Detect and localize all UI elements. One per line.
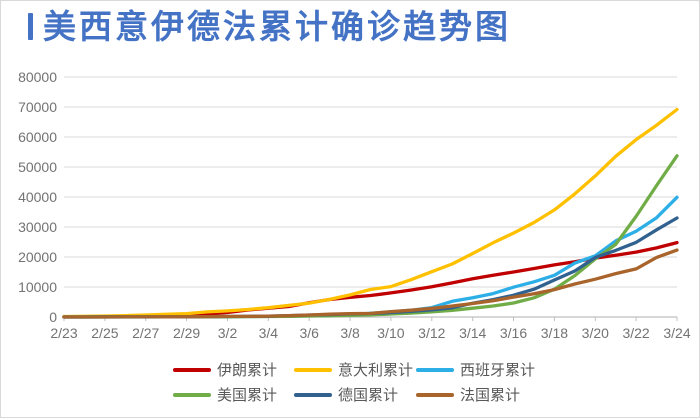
x-axis-label: 3/4 <box>259 325 279 341</box>
x-axis-label: 3/2 <box>218 325 238 341</box>
x-axis-label: 3/6 <box>299 325 319 341</box>
title-marker-bar-icon <box>28 13 33 40</box>
legend-swatch-usa <box>173 393 211 397</box>
legend-label: 意大利累计 <box>338 361 414 379</box>
legend-swatch-spain <box>416 368 454 372</box>
series-line-iran <box>62 240 679 319</box>
page-title: 美西意伊德法累计确诊趋势图 <box>28 10 511 43</box>
x-axis-label: 2/25 <box>91 325 118 341</box>
x-axis-label: 3/12 <box>418 325 445 341</box>
x-axis-label: 2/29 <box>173 325 200 341</box>
legend-swatch-italy <box>294 368 332 372</box>
y-axis-label: 10000 <box>18 279 57 295</box>
x-axis-label: 3/10 <box>377 325 404 341</box>
series-line-italy <box>62 107 679 319</box>
legend-swatch-germany <box>294 393 332 397</box>
legend-item-germany: 德国累计 <box>294 386 416 404</box>
legend-item-france: 法国累计 <box>416 386 535 404</box>
x-axis-label: 3/18 <box>541 325 568 341</box>
chart-legend: 伊朗累计 意大利累计 西班牙累计美国累计 德国累计 法国累计 <box>173 361 535 404</box>
legend-label: 西班牙累计 <box>460 361 536 379</box>
x-axis-label: 3/8 <box>340 325 360 341</box>
x-axis-label: 2/23 <box>50 325 77 341</box>
y-axis-label: 40000 <box>18 189 57 205</box>
legend-label: 法国累计 <box>460 386 521 404</box>
legend-item-italy: 意大利累计 <box>294 361 416 379</box>
chart-title: 美西意伊德法累计确诊趋势图 <box>43 8 511 45</box>
y-axis-label: 20000 <box>18 249 57 265</box>
x-axis-label: 3/16 <box>500 325 527 341</box>
x-axis-label: 3/20 <box>582 325 609 341</box>
y-axis-label: 50000 <box>18 159 57 175</box>
x-axis-label: 2/27 <box>132 325 159 341</box>
series-line-usa <box>62 154 679 319</box>
legend-label: 美国累计 <box>217 386 278 404</box>
y-axis-label: 60000 <box>18 129 57 145</box>
y-axis-label: 0 <box>49 309 57 325</box>
y-axis-label: 30000 <box>18 219 57 235</box>
legend-swatch-iran <box>173 368 211 372</box>
legend-item-usa: 美国累计 <box>173 386 294 404</box>
x-axis-label: 3/14 <box>459 325 486 341</box>
y-axis-label: 80000 <box>18 69 57 85</box>
x-axis-label: 3/24 <box>663 325 690 341</box>
legend-item-spain: 西班牙累计 <box>416 361 535 379</box>
legend-label: 德国累计 <box>338 386 399 404</box>
x-axis-label: 3/22 <box>622 325 649 341</box>
series-line-france <box>62 248 679 319</box>
legend-label: 伊朗累计 <box>217 361 278 379</box>
legend-swatch-france <box>416 393 454 397</box>
legend-item-iran: 伊朗累计 <box>173 361 294 379</box>
y-axis-label: 70000 <box>18 99 57 115</box>
